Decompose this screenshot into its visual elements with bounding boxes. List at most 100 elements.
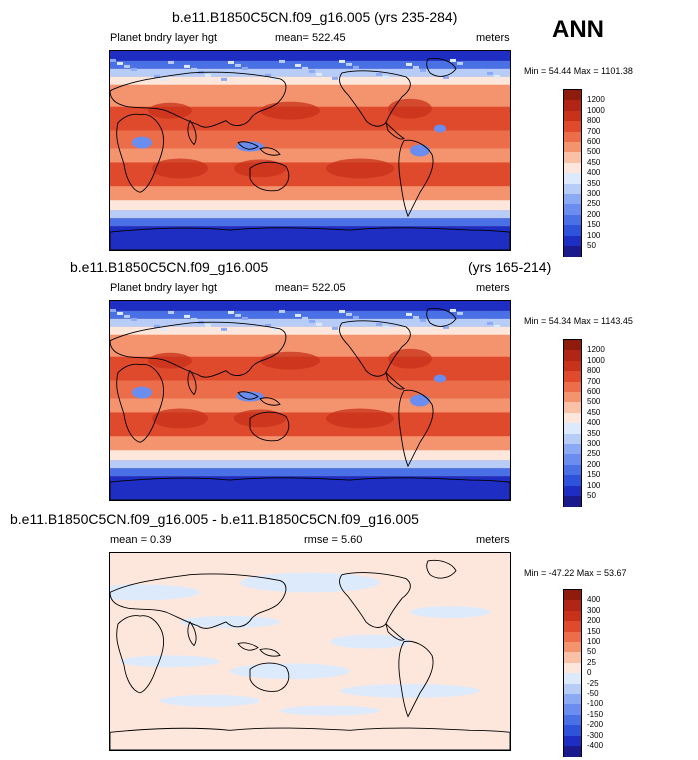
field-band <box>110 310 510 319</box>
colorbar-tick-label: 350 <box>587 178 601 188</box>
coastline <box>249 161 290 192</box>
field-speckle <box>383 325 389 329</box>
field-band <box>110 476 510 500</box>
coastline <box>110 227 510 250</box>
diff-negative-patch <box>340 684 480 698</box>
field-speckle <box>457 61 463 65</box>
colorbar-tick-label: 700 <box>587 376 601 386</box>
panel1-field: Planet bndry layer hgt <box>110 32 218 44</box>
field-band <box>110 318 510 327</box>
field-minimum <box>434 374 446 383</box>
colorbar-swatch <box>564 704 581 716</box>
field-speckle <box>272 326 278 330</box>
field-speckle <box>235 63 241 67</box>
panel3-minmax: Min = -47.22 Max = 53.67 <box>524 568 627 578</box>
field-speckle <box>413 65 419 69</box>
field-speckle <box>242 66 248 70</box>
field-band <box>110 76 510 85</box>
colorbar-swatch <box>564 485 581 497</box>
field-speckle <box>487 321 493 325</box>
field-speckle <box>406 312 412 316</box>
coastline <box>249 662 290 692</box>
coastline <box>237 141 259 150</box>
colorbar-tick-label: 450 <box>587 407 601 417</box>
diff-negative-patch <box>230 663 350 680</box>
colorbar-tick-label: -50 <box>587 689 599 698</box>
colorbar-swatch <box>564 110 581 122</box>
diff-negative-patch <box>120 655 220 668</box>
field-speckle <box>147 321 153 325</box>
field-speckle <box>191 317 197 321</box>
coastline <box>187 119 197 146</box>
colorbar-swatch <box>564 142 581 153</box>
diff-negative-patch <box>110 584 200 601</box>
colorbar-tick-label: 200 <box>587 459 601 469</box>
coastline <box>237 642 259 651</box>
colorbar-tick-label: 500 <box>587 397 601 407</box>
field-band <box>110 436 510 451</box>
field-speckle <box>265 323 271 327</box>
colorbar-frame <box>563 89 582 258</box>
colorbar-swatch <box>564 214 581 226</box>
field-speckle <box>406 62 412 66</box>
colorbar-tick-label: 300 <box>587 439 601 448</box>
field-speckle <box>443 325 449 329</box>
diff-negative-patch <box>280 705 380 716</box>
field-minimum <box>236 141 264 152</box>
field-minimum <box>236 391 264 402</box>
field-band <box>110 210 510 219</box>
field-speckle <box>117 61 123 65</box>
field-band <box>110 326 510 335</box>
colorbar-tick-label: 1200 <box>587 345 605 355</box>
diff-negative-patch <box>410 606 490 619</box>
colorbar-swatch <box>564 631 581 643</box>
field-speckle <box>265 73 271 77</box>
field-band <box>110 51 510 61</box>
colorbar-swatch <box>564 392 581 403</box>
colorbar-swatch <box>564 194 581 205</box>
colorbar-tick-label: 150 <box>587 470 601 480</box>
colorbar-tick-label: -25 <box>587 678 599 688</box>
field-speckle <box>161 77 167 81</box>
field-speckle <box>131 67 137 71</box>
panel2-map <box>109 300 511 501</box>
field-speckle <box>376 322 382 326</box>
colorbar-swatch <box>564 590 581 601</box>
field-speckle <box>110 308 116 312</box>
coastline <box>110 71 287 128</box>
field-band <box>110 398 510 413</box>
field-speckle <box>168 310 174 314</box>
field-speckle <box>450 308 456 312</box>
panel1-title: b.e11.B1850C5CN.f09_g16.005 (yrs 235-284… <box>172 9 458 25</box>
field-speckle <box>480 318 486 322</box>
colorbar-tick-label: 800 <box>587 366 601 376</box>
field-speckle <box>316 322 322 326</box>
season-label: ANN <box>552 16 604 43</box>
colorbar-tick-label: 100 <box>587 480 601 490</box>
coastline <box>398 389 434 468</box>
field-band <box>110 200 510 211</box>
field-band <box>110 130 510 149</box>
colorbar-tick-label: -200 <box>587 720 604 730</box>
map-svg <box>110 553 510 750</box>
colorbar-swatch <box>564 381 581 393</box>
colorbar-tick-label: 300 <box>587 189 601 198</box>
colorbar-tick-label: 150 <box>587 220 601 230</box>
colorbar-swatch <box>564 204 581 216</box>
field-minimum <box>410 394 430 407</box>
field-speckle <box>413 315 419 319</box>
colorbar-tick-label: -300 <box>587 730 604 740</box>
colorbar-swatch <box>564 652 581 664</box>
coastline <box>116 615 165 694</box>
field-speckle <box>228 310 234 314</box>
field-speckle <box>221 327 227 331</box>
field-speckle <box>242 316 248 320</box>
colorbar-tick-label: 150 <box>587 626 601 636</box>
field-speckle <box>110 58 116 62</box>
colorbar-swatch <box>564 600 581 612</box>
colorbar-swatch <box>564 496 581 507</box>
field-speckle <box>309 69 315 73</box>
coastline <box>259 397 281 406</box>
field-speckle <box>383 75 389 79</box>
colorbar-tick-label: 0 <box>587 668 592 678</box>
